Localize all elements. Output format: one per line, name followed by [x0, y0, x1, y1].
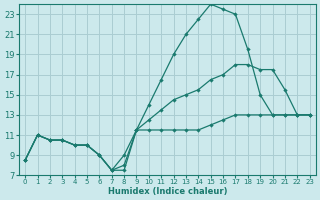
X-axis label: Humidex (Indice chaleur): Humidex (Indice chaleur)	[108, 187, 227, 196]
